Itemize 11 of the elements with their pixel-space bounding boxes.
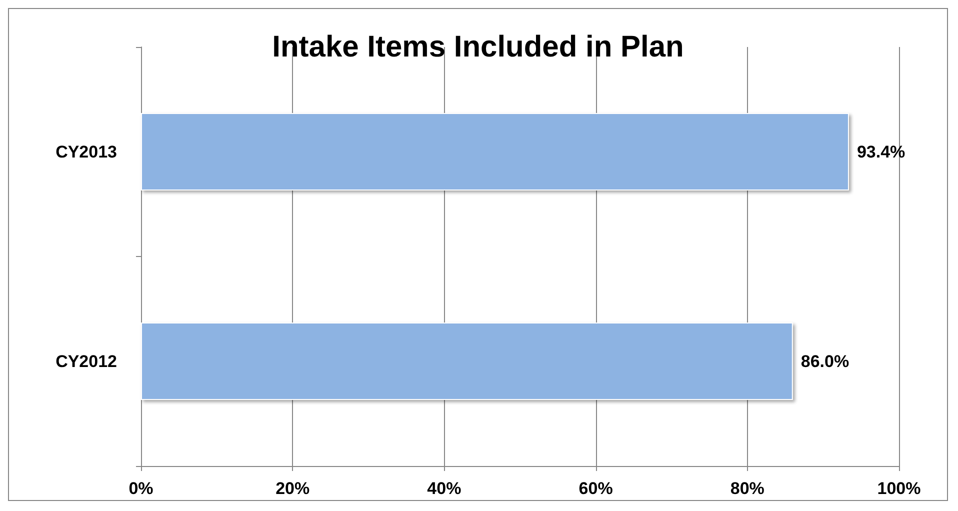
y-tick-label: CY2012	[56, 352, 117, 371]
x-tick-label: 100%	[877, 479, 921, 498]
x-tick-label: 80%	[730, 479, 764, 498]
data-label: 86.0%	[800, 352, 850, 371]
x-tick-label: 40%	[427, 479, 462, 498]
x-tick-label: 0%	[128, 479, 154, 498]
chart-title: Intake Items Included in Plan	[272, 30, 684, 64]
x-tick-label: 60%	[578, 479, 613, 498]
data-label: 93.4%	[856, 142, 906, 162]
x-tick-label: 20%	[276, 479, 310, 498]
y-tick-label: CY2013	[56, 142, 117, 162]
